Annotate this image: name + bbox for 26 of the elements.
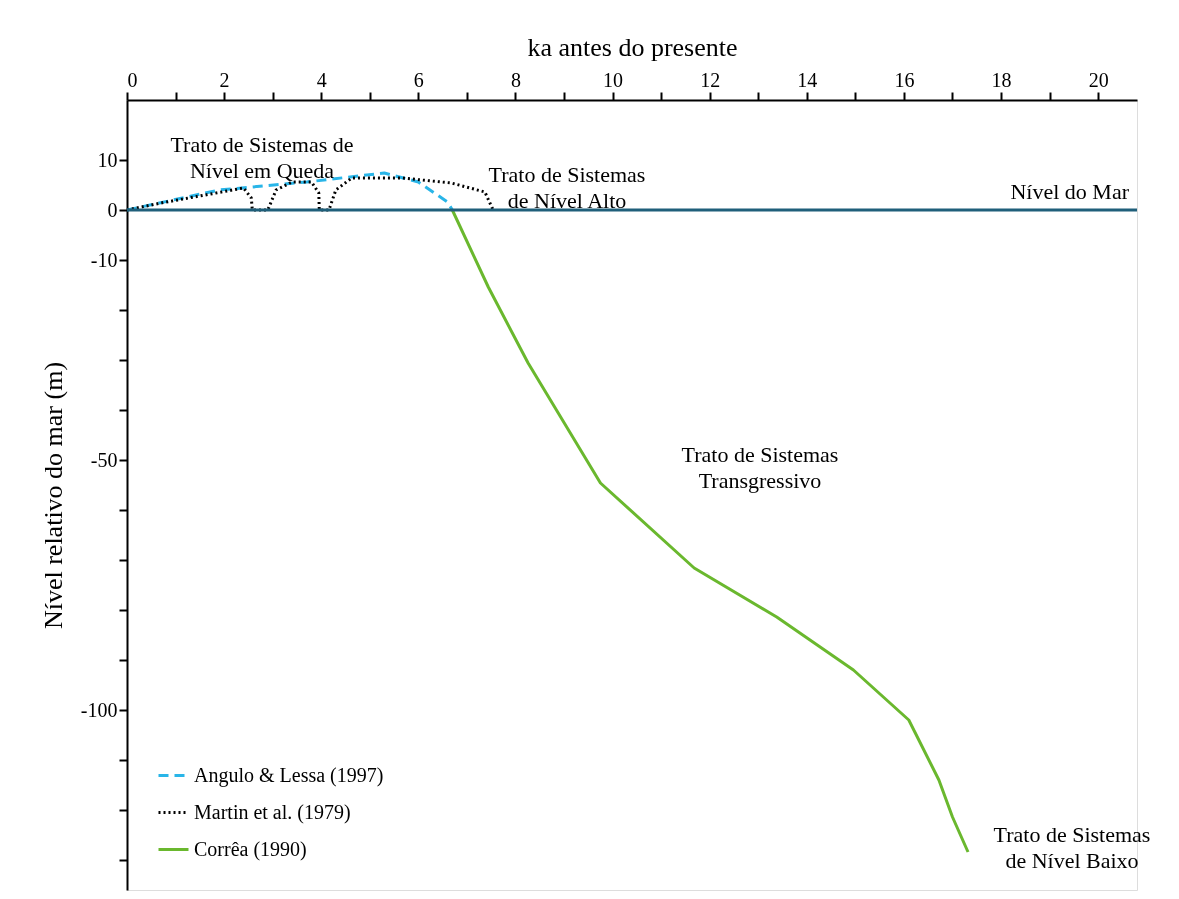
x-tick-label: 14 [797, 68, 818, 91]
legend-label: Martin et al. (1979) [194, 800, 351, 824]
x-tick-label: 16 [894, 68, 915, 91]
ref-line-label: Nível do Mar [1010, 179, 1130, 204]
y-axis-title: Nível relativo do mar (m) [38, 361, 68, 630]
annotation: Trato de Sistemas de Nível Alto [488, 162, 646, 213]
x-tick-label: 18 [991, 68, 1012, 91]
annotation: Trato de Sistemas Transgressivo [681, 442, 839, 493]
x-tick-label: 10 [603, 68, 624, 91]
y-tick-label: -10 [90, 248, 118, 271]
annotation: Trato de Sistemas de Nível Baixo [993, 822, 1151, 873]
x-tick-label: 6 [413, 68, 424, 91]
x-tick-label: 20 [1088, 68, 1109, 91]
x-tick-label: 0 [127, 68, 138, 91]
x-tick-label: 8 [510, 68, 521, 91]
x-axis-title: ka antes do presente [527, 32, 738, 62]
x-tick-label: 4 [316, 68, 327, 91]
legend-label: Angulo & Lessa (1997) [194, 763, 384, 787]
annotation: Trato de Sistemas de Nível em Queda [170, 132, 354, 183]
y-tick-label: -50 [90, 448, 118, 471]
legend-label: Corrêa (1990) [194, 837, 307, 861]
y-tick-label: 0 [107, 198, 118, 221]
y-tick-label: -100 [80, 698, 118, 721]
x-tick-label: 12 [700, 68, 721, 91]
x-tick-label: 2 [219, 68, 230, 91]
y-tick-label: 10 [97, 148, 118, 171]
